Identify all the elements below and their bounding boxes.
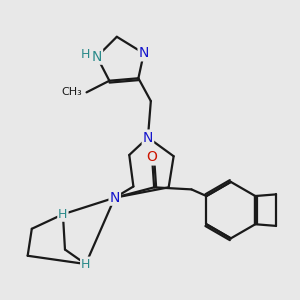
Text: N: N bbox=[143, 130, 153, 145]
Text: N: N bbox=[110, 191, 120, 205]
Text: H: H bbox=[58, 208, 68, 221]
Text: H: H bbox=[81, 48, 90, 61]
Text: N: N bbox=[139, 46, 149, 60]
Text: H: H bbox=[81, 258, 90, 271]
Text: CH₃: CH₃ bbox=[61, 87, 82, 98]
Text: O: O bbox=[147, 151, 158, 164]
Text: N: N bbox=[92, 50, 102, 64]
